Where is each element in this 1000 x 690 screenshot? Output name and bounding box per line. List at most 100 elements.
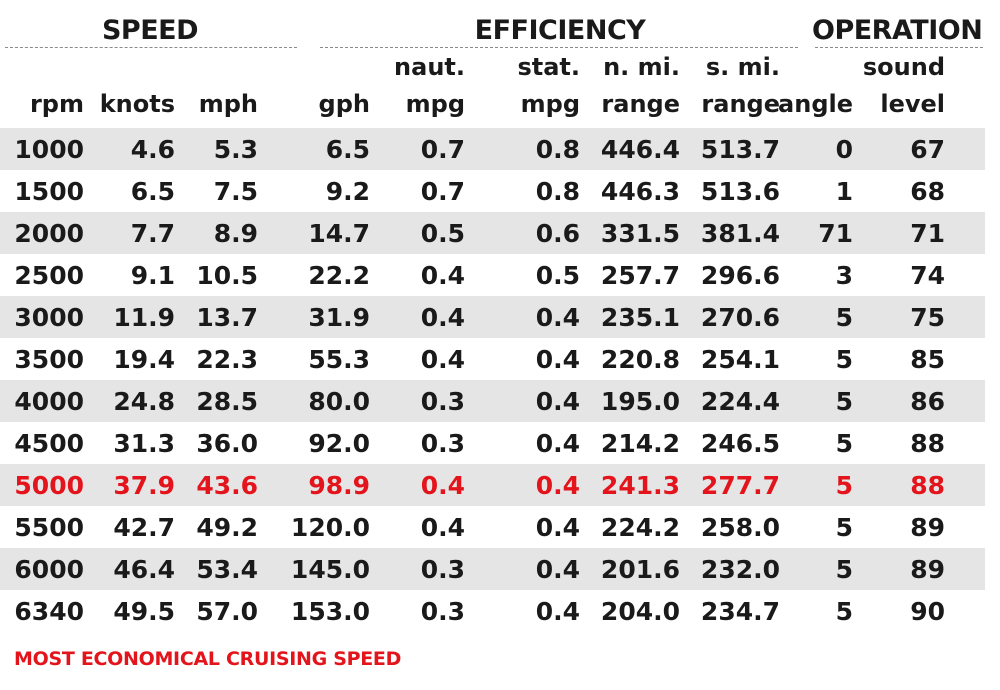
column-header-stat-mpg-line2: mpg — [520, 90, 580, 118]
cell-knots: 24.8 — [113, 387, 175, 416]
cell-stat-mpg: 0.4 — [535, 471, 580, 500]
cell-mph: 36.0 — [196, 429, 258, 458]
cell-stat-mpg: 0.4 — [535, 555, 580, 584]
table-row: 2500 9.1 10.5 22.2 0.4 0.5 257.7 296.6 3 74 — [0, 254, 985, 296]
column-header-naut-mpg-line1: naut. — [394, 53, 465, 81]
table-row: 5500 42.7 49.2 120.0 0.4 0.4 224.2 258.0 5 89 — [0, 506, 985, 548]
cell-gph: 92.0 — [308, 429, 370, 458]
cell-n-mi-range: 220.8 — [600, 345, 680, 374]
cell-mph: 7.5 — [213, 177, 258, 206]
cell-gph: 6.5 — [325, 135, 370, 164]
cell-naut-mpg: 0.7 — [420, 177, 465, 206]
cell-gph: 98.9 — [308, 471, 370, 500]
cell-n-mi-range: 204.0 — [600, 597, 680, 626]
column-header-n-mi-range-line1: n. mi. — [603, 53, 680, 81]
cell-angle: 5 — [835, 345, 853, 374]
group-header-operation: OPERATION — [812, 15, 983, 46]
cell-stat-mpg: 0.4 — [535, 303, 580, 332]
cell-angle: 71 — [818, 219, 853, 248]
cell-mph: 22.3 — [196, 345, 258, 374]
table-row: 1000 4.6 5.3 6.5 0.7 0.8 446.4 513.7 0 67 — [0, 128, 985, 170]
cell-angle: 3 — [835, 261, 853, 290]
group-header-speed: SPEED — [101, 15, 199, 46]
cell-n-mi-range: 257.7 — [600, 261, 680, 290]
cell-rpm: 2500 — [14, 261, 84, 290]
cell-knots: 19.4 — [113, 345, 175, 374]
cell-s-mi-range: 277.7 — [700, 471, 780, 500]
cell-naut-mpg: 0.3 — [420, 429, 465, 458]
cell-gph: 31.9 — [308, 303, 370, 332]
cell-naut-mpg: 0.3 — [420, 555, 465, 584]
cell-stat-mpg: 0.4 — [535, 429, 580, 458]
column-header-s-mi-range-line1: s. mi. — [705, 53, 780, 81]
cell-sound-level: 86 — [910, 387, 945, 416]
cell-rpm: 3500 — [14, 345, 84, 374]
cell-gph: 9.2 — [325, 177, 370, 206]
column-header-gph-line2: gph — [318, 90, 370, 118]
cell-stat-mpg: 0.4 — [535, 345, 580, 374]
cell-rpm: 6340 — [14, 597, 84, 626]
cell-sound-level: 71 — [910, 219, 945, 248]
cell-angle: 1 — [835, 177, 853, 206]
cell-n-mi-range: 214.2 — [600, 429, 680, 458]
cell-stat-mpg: 0.8 — [535, 135, 580, 164]
cell-naut-mpg: 0.4 — [420, 345, 465, 374]
cell-stat-mpg: 0.5 — [535, 261, 580, 290]
cell-angle: 5 — [835, 429, 853, 458]
cell-s-mi-range: 381.4 — [700, 219, 780, 248]
cell-sound-level: 89 — [910, 513, 945, 542]
column-header-rpm-line2: rpm — [29, 90, 84, 118]
cell-rpm: 4500 — [14, 429, 84, 458]
cell-stat-mpg: 0.4 — [535, 387, 580, 416]
cell-sound-level: 67 — [910, 135, 945, 164]
table-row: 2000 7.7 8.9 14.7 0.5 0.6 331.5 381.4 71 71 — [0, 212, 985, 254]
cell-knots: 49.5 — [113, 597, 175, 626]
cell-naut-mpg: 0.4 — [420, 261, 465, 290]
cell-stat-mpg: 0.4 — [535, 597, 580, 626]
table-row: 4500 31.3 36.0 92.0 0.3 0.4 214.2 246.5 5 88 — [0, 422, 985, 464]
cell-s-mi-range: 234.7 — [700, 597, 780, 626]
cell-s-mi-range: 232.0 — [700, 555, 780, 584]
cell-mph: 53.4 — [196, 555, 258, 584]
cell-rpm: 1500 — [14, 177, 84, 206]
cell-naut-mpg: 0.4 — [420, 471, 465, 500]
cell-sound-level: 85 — [910, 345, 945, 374]
cell-angle: 5 — [835, 513, 853, 542]
table-row: 1500 6.5 7.5 9.2 0.7 0.8 446.3 513.6 1 68 — [0, 170, 985, 212]
cell-naut-mpg: 0.5 — [420, 219, 465, 248]
cell-sound-level: 88 — [910, 471, 945, 500]
cell-n-mi-range: 331.5 — [600, 219, 680, 248]
cell-rpm: 2000 — [14, 219, 84, 248]
cell-angle: 5 — [835, 387, 853, 416]
cell-sound-level: 88 — [910, 429, 945, 458]
cell-s-mi-range: 258.0 — [700, 513, 780, 542]
cell-rpm: 4000 — [14, 387, 84, 416]
cell-knots: 31.3 — [113, 429, 175, 458]
cell-sound-level: 74 — [910, 261, 945, 290]
group-rule-speed — [5, 47, 297, 48]
cell-angle: 5 — [835, 303, 853, 332]
column-header-mph-line2: mph — [198, 90, 258, 118]
cell-mph: 43.6 — [196, 471, 258, 500]
column-header-sound-level-line1: sound — [862, 53, 945, 81]
cell-s-mi-range: 270.6 — [700, 303, 780, 332]
cell-gph: 55.3 — [308, 345, 370, 374]
cell-knots: 37.9 — [113, 471, 175, 500]
column-header-n-mi-range-line2: range — [601, 90, 680, 118]
column-header-angle-line2: angle — [778, 90, 853, 118]
cell-knots: 11.9 — [113, 303, 175, 332]
cell-angle: 5 — [835, 471, 853, 500]
cell-rpm: 1000 — [14, 135, 84, 164]
cell-rpm: 3000 — [14, 303, 84, 332]
cell-knots: 9.1 — [130, 261, 175, 290]
table-row: 4000 24.8 28.5 80.0 0.3 0.4 195.0 224.4 5 86 — [0, 380, 985, 422]
cell-n-mi-range: 446.4 — [600, 135, 680, 164]
cell-rpm: 5000 — [14, 471, 84, 500]
cell-angle: 5 — [835, 555, 853, 584]
table-row: 3000 11.9 13.7 31.9 0.4 0.4 235.1 270.6 5 75 — [0, 296, 985, 338]
cell-n-mi-range: 241.3 — [600, 471, 680, 500]
cell-gph: 14.7 — [308, 219, 370, 248]
column-header-sound-level-line2: level — [880, 90, 945, 118]
cell-s-mi-range: 513.6 — [700, 177, 780, 206]
cell-naut-mpg: 0.4 — [420, 513, 465, 542]
